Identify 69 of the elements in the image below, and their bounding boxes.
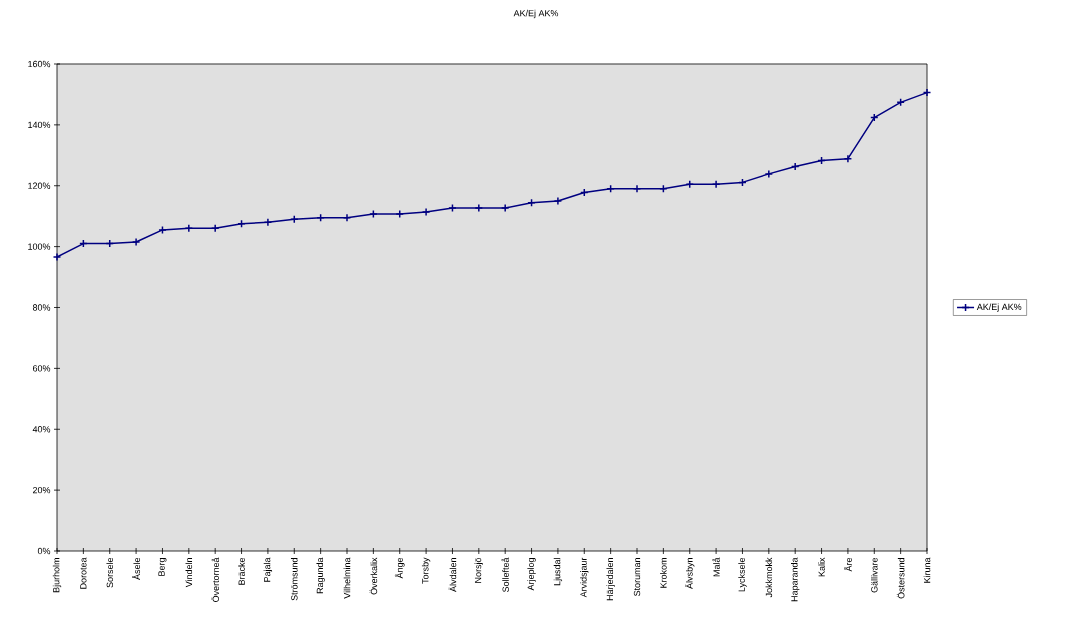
x-tick-label: Ragunda <box>316 557 325 594</box>
y-tick-label: 120% <box>28 182 51 189</box>
point <box>606 184 615 194</box>
y-tick-label: 100% <box>28 243 51 250</box>
x-tick-label: Vilhelmina <box>343 557 351 599</box>
point <box>342 213 352 222</box>
x-tick-label: Gällivare <box>870 557 878 593</box>
y-tick-label: 60% <box>32 365 51 372</box>
x-tick-label: Älvsbyn <box>685 558 695 589</box>
chart-title: AK/Ej AK% <box>513 9 559 19</box>
x-tick-label: Överkalix <box>369 557 378 595</box>
point <box>711 179 721 189</box>
x-tick-label: Ljusdal <box>553 558 563 586</box>
x-tick-label: Arjeplog <box>527 558 536 591</box>
point <box>395 209 404 219</box>
x-tick-label: Åre <box>843 557 852 572</box>
point <box>421 207 431 217</box>
x-tick-label: Arvidsjaur <box>580 557 589 598</box>
x-tick-label: Malå <box>712 557 720 577</box>
point <box>158 225 167 235</box>
y-tick-label: 20% <box>32 486 51 494</box>
x-tick-label: Älvdalen <box>448 558 457 592</box>
point <box>210 224 220 233</box>
y-tick-label: 40% <box>32 426 51 433</box>
x-tick-label: Kalix <box>818 557 825 577</box>
x-tick-label: Härjedalen <box>606 558 615 601</box>
x-tick-label: Lycksele <box>738 557 747 592</box>
legend-label: AK/Ej AK% <box>976 303 1022 312</box>
point <box>369 209 378 219</box>
x-tick-label: Norsjö <box>474 557 483 583</box>
x-tick-label: Ånge <box>394 557 405 579</box>
x-tick-label: Pajala <box>263 557 273 582</box>
point <box>553 196 563 206</box>
y-tick-label: 80% <box>32 304 51 311</box>
point <box>527 198 536 208</box>
point <box>500 203 510 213</box>
point <box>237 219 246 229</box>
x-tick-label: Torsby <box>421 557 431 584</box>
point <box>632 184 642 194</box>
point <box>764 169 774 179</box>
x-tick-label: Bräcke <box>238 557 245 585</box>
x-tick-label: Sorsele <box>106 557 114 588</box>
point <box>290 214 299 224</box>
point <box>659 184 668 194</box>
x-tick-label: Strömsund <box>290 558 298 601</box>
point <box>263 218 273 227</box>
x-tick-label: Åsele <box>132 557 141 580</box>
point <box>184 224 194 233</box>
x-tick-label: Bjurholm <box>52 558 62 593</box>
point <box>685 179 694 189</box>
y-tick-label: 140% <box>28 121 51 129</box>
y-tick-label: 160% <box>28 60 51 68</box>
x-tick-label: Östersund <box>896 558 905 599</box>
x-tick-label: Berg <box>158 558 167 576</box>
x-tick-label: Vindeln <box>185 558 193 588</box>
point <box>448 203 457 213</box>
point <box>131 237 141 247</box>
point <box>843 154 853 163</box>
x-tick-label: Krokom <box>660 558 667 588</box>
point <box>474 203 484 213</box>
x-tick-label: Kiruna <box>923 557 931 583</box>
x-tick-label: Sollefteå <box>501 557 509 593</box>
x-tick-label: Haparanda <box>791 557 800 602</box>
x-tick-label: Övertorneå <box>211 557 219 602</box>
x-tick-label: Jokkmokk <box>765 557 773 598</box>
x-tick-label: Storuman <box>633 558 641 596</box>
x-tick-label: Dorotea <box>80 557 87 589</box>
point <box>790 162 800 171</box>
y-tick-label: 0% <box>37 547 51 555</box>
